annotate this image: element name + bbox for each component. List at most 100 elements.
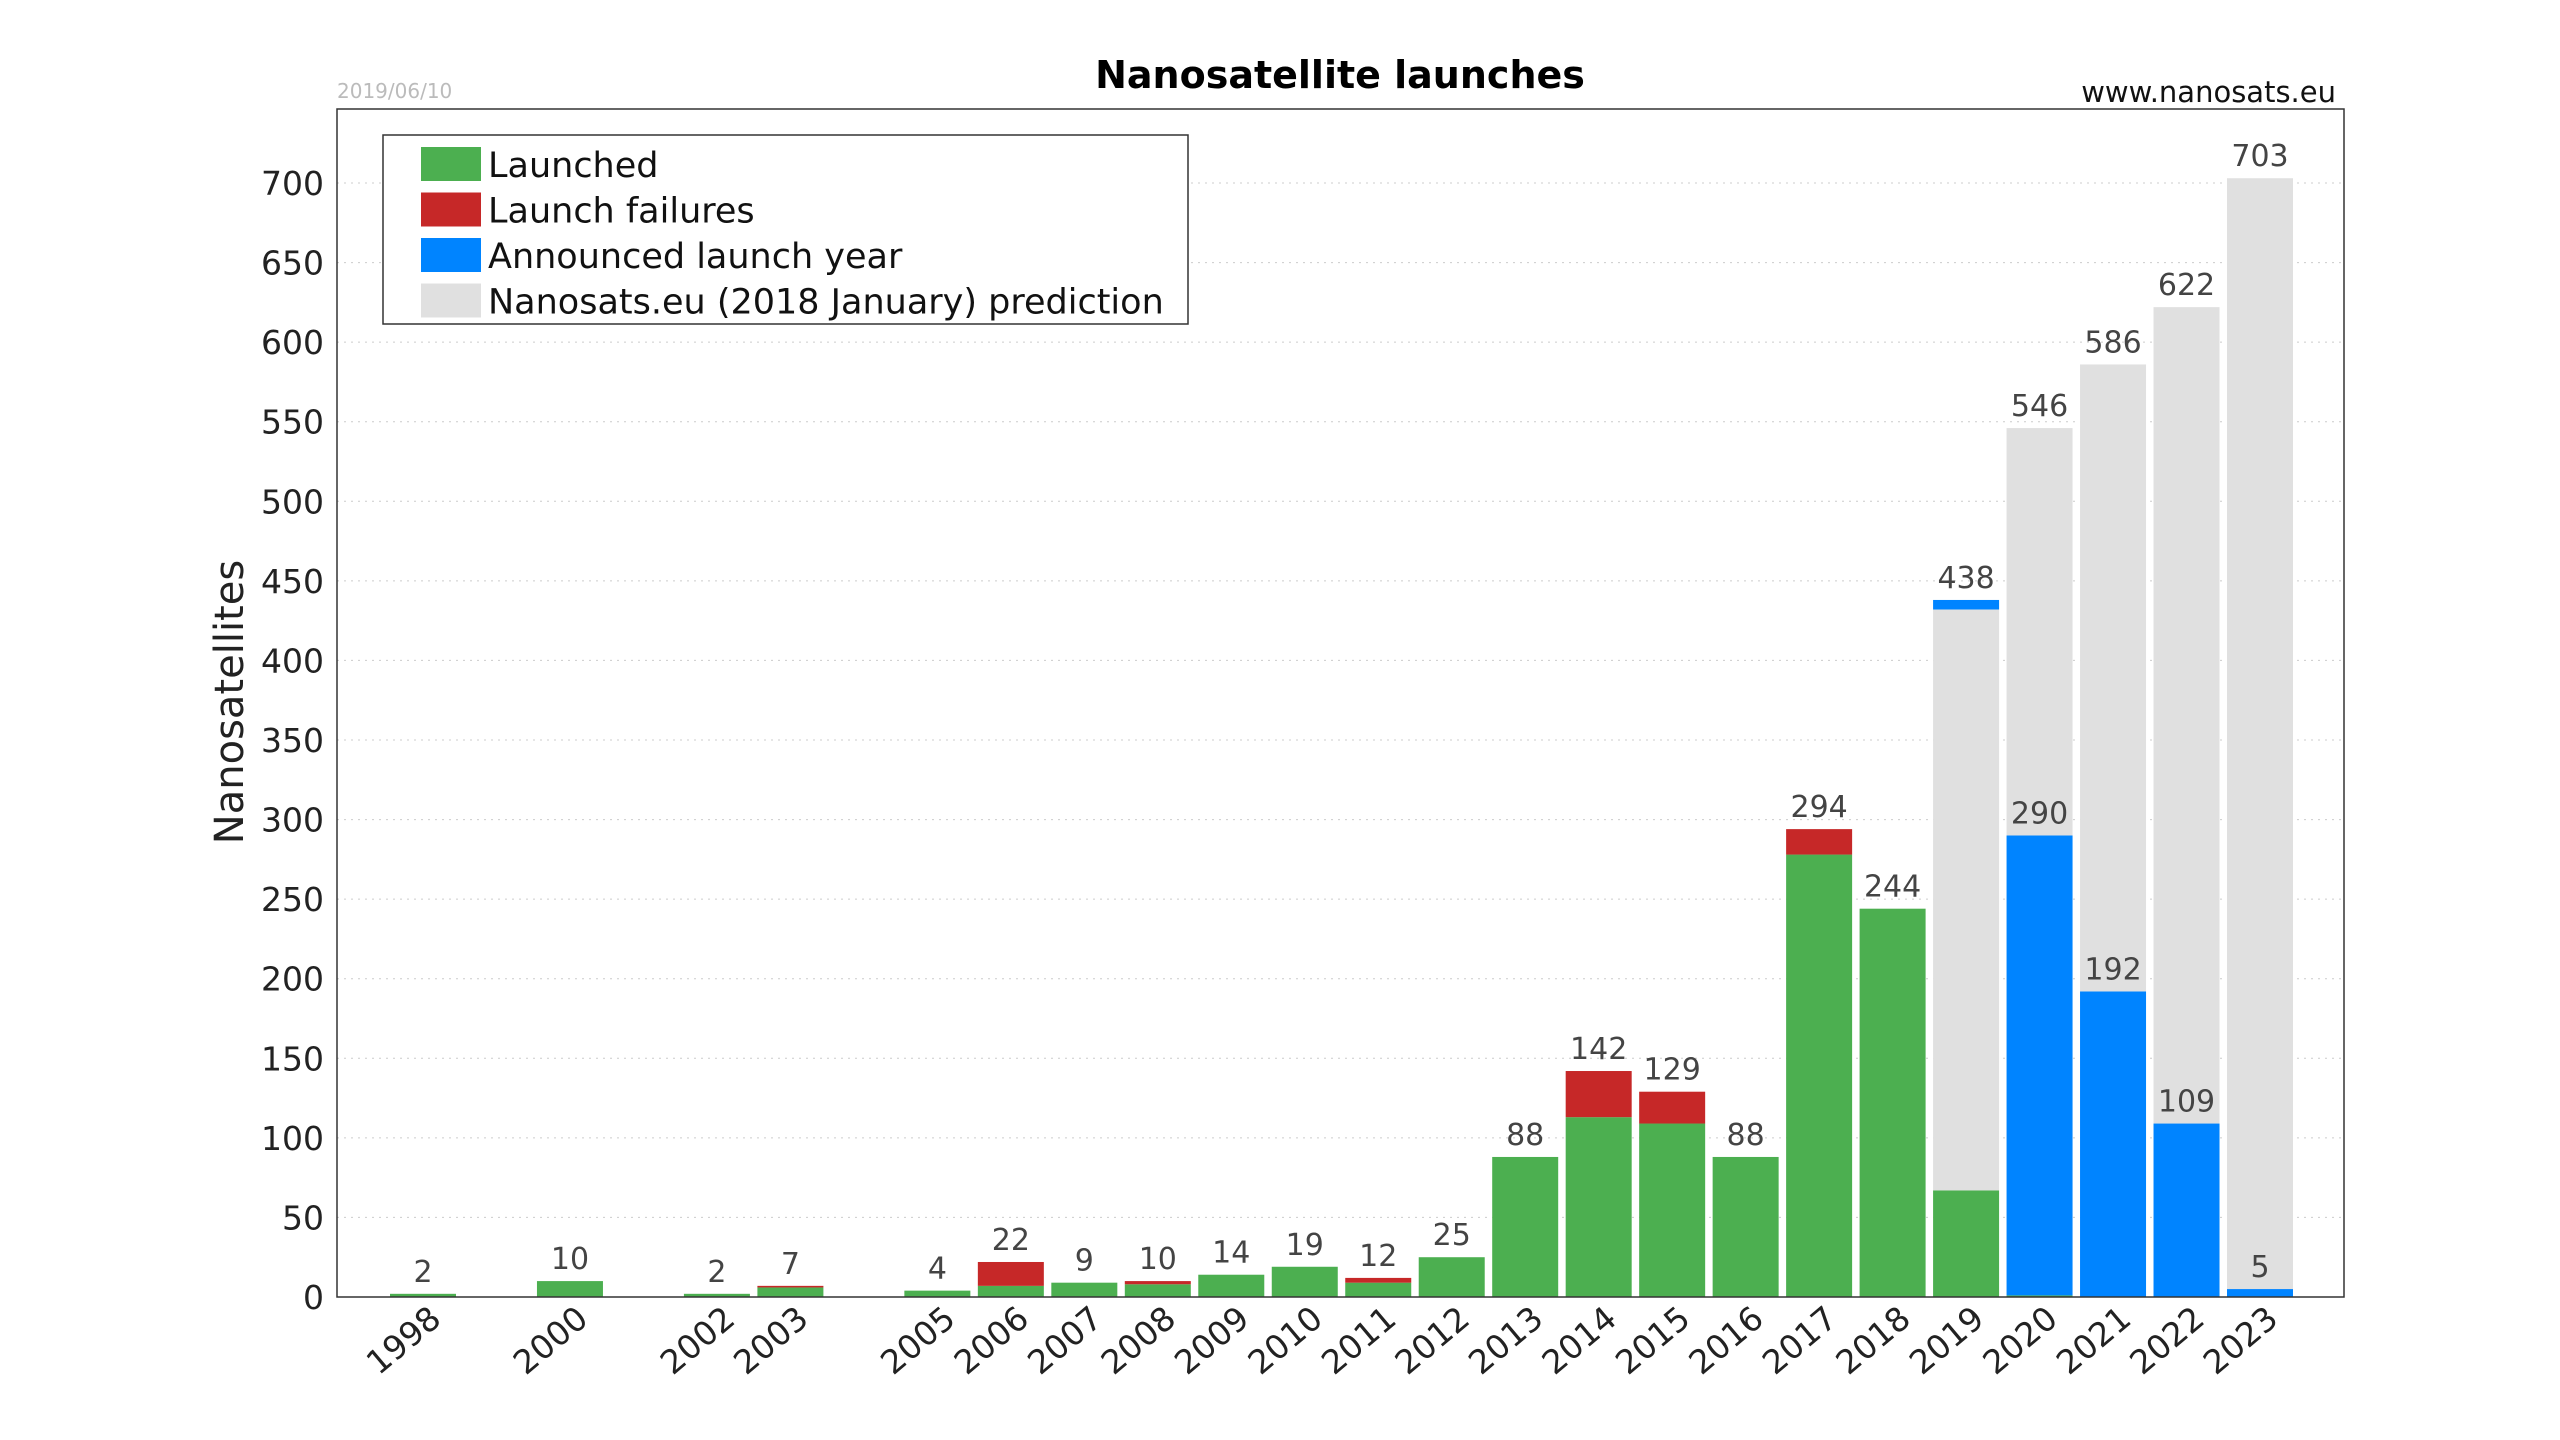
bar-failures-2003 — [757, 1285, 824, 1288]
plot-frame — [336, 108, 2345, 1298]
legend-label-announced: Announced launch year — [488, 237, 903, 277]
data-label-total: 244 — [1864, 870, 1921, 905]
x-tick-label: 2013 — [1461, 1298, 1550, 1382]
bar-launched-2020 — [2006, 1295, 2073, 1297]
data-label-announced: 109 — [2158, 1085, 2215, 1120]
bar-launched-2000 — [536, 1281, 603, 1297]
data-label-announced: 192 — [2084, 952, 2141, 987]
bar-prediction-2020 — [2006, 428, 2073, 836]
x-tick-label: 2008 — [1094, 1298, 1183, 1382]
bar-launched-2006 — [977, 1285, 1044, 1297]
bar-launched-1998 — [390, 1293, 456, 1297]
x-tick-label: 2018 — [1828, 1298, 1917, 1382]
bar-failures-2014 — [1565, 1071, 1632, 1118]
bar-launched-2007 — [1051, 1282, 1118, 1297]
date-stamp: 2019/06/10 — [337, 79, 452, 103]
bar-failures-2017 — [1786, 829, 1853, 855]
legend-swatch-launched — [421, 147, 481, 181]
y-tick-label: 350 — [261, 721, 324, 760]
y-tick-label: 500 — [261, 482, 324, 521]
data-label-total: 294 — [1790, 790, 1847, 825]
bar-failures-2015 — [1639, 1091, 1706, 1124]
x-tick-label: 1998 — [359, 1298, 448, 1382]
data-label-total: 438 — [1937, 561, 1994, 596]
bar-launched-2009 — [1198, 1274, 1265, 1297]
legend-label-prediction: Nanosats.eu (2018 January) prediction — [488, 283, 1164, 323]
bar-failures-2006 — [977, 1261, 1044, 1286]
bar-launched-2003 — [757, 1287, 824, 1297]
bar-prediction-2022 — [2153, 307, 2220, 1124]
bar-launched-2015 — [1639, 1123, 1706, 1297]
x-tick-label: 2002 — [653, 1298, 742, 1382]
legend-swatch-prediction — [421, 283, 481, 318]
bar-prediction-2019 — [1933, 609, 2000, 1191]
x-tick-label: 2016 — [1681, 1298, 1770, 1382]
bar-launched-2017 — [1786, 854, 1853, 1297]
legend: Launched Launch failures Announced launch … — [382, 134, 1189, 325]
x-tick-label: 2017 — [1755, 1298, 1844, 1382]
chart-title: Nanosatellite launches — [1095, 53, 1585, 97]
bar-launched-2005 — [904, 1290, 971, 1297]
x-tick-label: 2010 — [1240, 1298, 1329, 1382]
bar-announced-2022 — [2153, 1123, 2220, 1297]
y-tick-label: 150 — [261, 1039, 324, 1078]
bar-launched-2019 — [1933, 1190, 2000, 1297]
data-label-total: 10 — [551, 1242, 589, 1277]
data-label-total: 703 — [2231, 139, 2288, 174]
data-label-total: 546 — [2011, 389, 2068, 424]
bar-launched-2014 — [1565, 1117, 1632, 1297]
bar-launched-2016 — [1712, 1156, 1779, 1297]
bar-launched-2011 — [1345, 1282, 1412, 1297]
bar-announced-2021 — [2080, 991, 2147, 1297]
y-tick-label: 300 — [261, 801, 324, 840]
legend-swatch-announced — [421, 238, 481, 272]
bar-announced-2020 — [2006, 835, 2073, 1296]
bar-launched-2008 — [1124, 1284, 1191, 1297]
bar-prediction-2023 — [2227, 178, 2293, 1290]
x-tick-label: 2005 — [873, 1298, 962, 1382]
data-label-total: 12 — [1359, 1239, 1397, 1274]
data-label-total: 22 — [992, 1223, 1030, 1258]
data-label-total: 88 — [1506, 1118, 1544, 1153]
data-label-total: 586 — [2084, 325, 2141, 360]
y-tick-label: 450 — [261, 562, 324, 601]
data-label-total: 7 — [781, 1247, 800, 1282]
data-label-total: 9 — [1075, 1244, 1094, 1279]
legend-label-failures: Launch failures — [488, 192, 755, 232]
x-tick-label: 2011 — [1314, 1298, 1403, 1382]
legend-swatch-failures — [421, 192, 481, 227]
x-tick-label: 2023 — [2196, 1298, 2285, 1382]
y-axis-label: Nanosatellites — [207, 560, 253, 844]
x-tick-label: 2022 — [2122, 1298, 2211, 1382]
data-label-announced: 290 — [2011, 796, 2068, 831]
x-tick-label: 2019 — [1902, 1298, 1991, 1382]
bar-failures-2008 — [1124, 1281, 1191, 1285]
y-tick-label: 200 — [261, 960, 324, 999]
data-label-total: 14 — [1212, 1236, 1250, 1271]
y-tick-label: 100 — [261, 1119, 324, 1158]
y-tick-label: 400 — [261, 641, 324, 680]
y-tick-label: 600 — [261, 323, 324, 362]
x-tick-label: 2014 — [1534, 1298, 1623, 1382]
bar-prediction-2021 — [2080, 364, 2147, 992]
x-tick-label: 2003 — [726, 1298, 815, 1382]
data-label-total: 142 — [1570, 1032, 1627, 1067]
y-tick-label: 0 — [303, 1278, 324, 1317]
data-label-announced: 5 — [2250, 1250, 2269, 1285]
data-label-total: 2 — [413, 1255, 432, 1290]
data-label-total: 622 — [2158, 268, 2215, 303]
data-label-total: 10 — [1139, 1242, 1177, 1277]
y-tick-label: 700 — [261, 164, 324, 203]
data-label-total: 88 — [1727, 1118, 1765, 1153]
y-tick-label: 550 — [261, 403, 324, 442]
x-tick-label: 2007 — [1020, 1298, 1109, 1382]
data-label-total: 2 — [707, 1255, 726, 1290]
x-tick-label: 2012 — [1387, 1298, 1476, 1382]
website-label[interactable]: www.nanosats.eu — [2081, 75, 2336, 109]
x-tick-label: 2009 — [1167, 1298, 1256, 1382]
data-label-total: 4 — [928, 1252, 947, 1287]
bar-launched-2010 — [1271, 1266, 1338, 1297]
data-label-total: 19 — [1286, 1228, 1324, 1263]
data-label-total: 129 — [1644, 1053, 1701, 1088]
